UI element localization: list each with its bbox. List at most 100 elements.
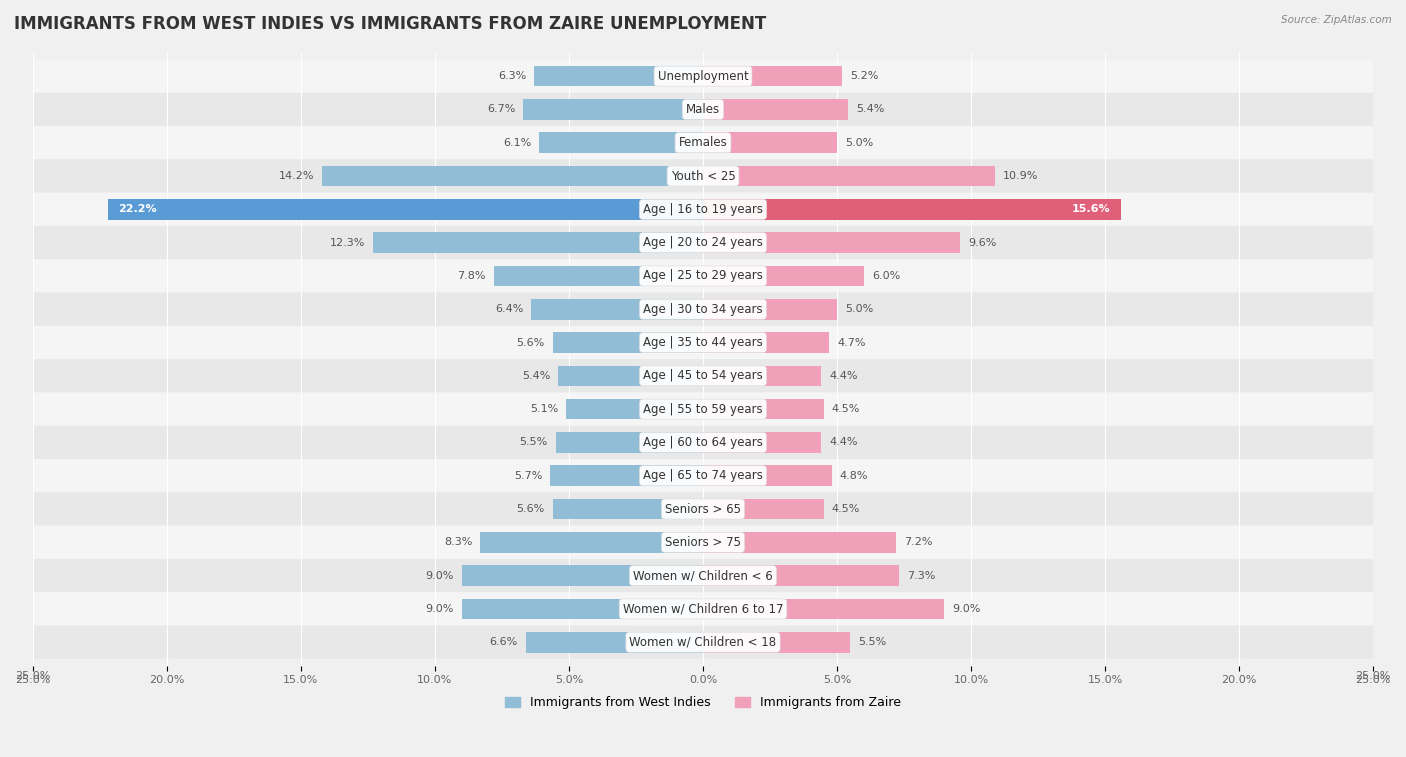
FancyBboxPatch shape [32,359,1374,392]
FancyBboxPatch shape [32,293,1374,326]
Text: 7.3%: 7.3% [907,571,935,581]
FancyBboxPatch shape [32,559,1374,592]
Text: 6.6%: 6.6% [489,637,517,647]
FancyBboxPatch shape [32,525,1374,559]
Text: 25.0%: 25.0% [1355,671,1391,681]
Bar [703,232,960,253]
Text: 5.5%: 5.5% [519,438,547,447]
Text: 4.4%: 4.4% [830,438,858,447]
Text: 6.4%: 6.4% [495,304,523,314]
Text: 5.5%: 5.5% [859,637,887,647]
Bar [373,232,703,253]
Bar [703,599,945,619]
Text: 8.3%: 8.3% [444,537,472,547]
Text: Unemployment: Unemployment [658,70,748,83]
Text: Age | 25 to 29 years: Age | 25 to 29 years [643,269,763,282]
Text: 5.1%: 5.1% [530,404,558,414]
Bar [703,299,837,319]
Bar [558,366,703,386]
Text: 5.6%: 5.6% [516,504,544,514]
Text: 9.6%: 9.6% [969,238,997,248]
Bar [703,432,821,453]
Bar [703,332,830,353]
Text: 6.7%: 6.7% [486,104,516,114]
Text: Seniors > 65: Seniors > 65 [665,503,741,516]
Text: 5.2%: 5.2% [851,71,879,81]
FancyBboxPatch shape [32,226,1374,260]
Text: Age | 65 to 74 years: Age | 65 to 74 years [643,469,763,482]
Bar [540,132,703,153]
Bar [555,432,703,453]
FancyBboxPatch shape [32,60,1374,93]
Text: IMMIGRANTS FROM WEST INDIES VS IMMIGRANTS FROM ZAIRE UNEMPLOYMENT: IMMIGRANTS FROM WEST INDIES VS IMMIGRANT… [14,15,766,33]
Legend: Immigrants from West Indies, Immigrants from Zaire: Immigrants from West Indies, Immigrants … [499,691,907,715]
Bar [567,399,703,419]
FancyBboxPatch shape [32,326,1374,359]
Text: Youth < 25: Youth < 25 [671,170,735,182]
Text: Age | 60 to 64 years: Age | 60 to 64 years [643,436,763,449]
Text: Seniors > 75: Seniors > 75 [665,536,741,549]
Text: Age | 55 to 59 years: Age | 55 to 59 years [643,403,763,416]
FancyBboxPatch shape [32,260,1374,293]
FancyBboxPatch shape [32,425,1374,459]
Text: 5.4%: 5.4% [856,104,884,114]
Bar [703,366,821,386]
Text: 6.0%: 6.0% [872,271,900,281]
Bar [322,166,703,186]
Text: Males: Males [686,103,720,116]
Text: Age | 35 to 44 years: Age | 35 to 44 years [643,336,763,349]
Bar [703,66,842,86]
Text: 5.7%: 5.7% [513,471,543,481]
FancyBboxPatch shape [32,625,1374,659]
Text: Females: Females [679,136,727,149]
Text: Age | 16 to 19 years: Age | 16 to 19 years [643,203,763,216]
Text: 9.0%: 9.0% [425,571,454,581]
Bar [553,332,703,353]
Bar [534,66,703,86]
Text: 14.2%: 14.2% [278,171,314,181]
Text: 25.0%: 25.0% [15,671,51,681]
FancyBboxPatch shape [32,459,1374,492]
Text: 4.4%: 4.4% [830,371,858,381]
Bar [703,632,851,653]
Bar [703,399,824,419]
Text: 4.7%: 4.7% [837,338,866,347]
FancyBboxPatch shape [32,93,1374,126]
Bar [703,166,995,186]
Bar [703,132,837,153]
Bar [703,266,863,286]
Text: Source: ZipAtlas.com: Source: ZipAtlas.com [1281,15,1392,25]
Bar [703,532,896,553]
Bar [531,299,703,319]
Text: 4.8%: 4.8% [839,471,869,481]
Text: 22.2%: 22.2% [118,204,157,214]
Bar [703,499,824,519]
Bar [461,599,703,619]
Text: 10.9%: 10.9% [1004,171,1039,181]
Text: 5.4%: 5.4% [522,371,550,381]
Bar [703,565,898,586]
Text: 4.5%: 4.5% [832,404,860,414]
Text: Age | 20 to 24 years: Age | 20 to 24 years [643,236,763,249]
Text: 9.0%: 9.0% [425,604,454,614]
Text: 5.6%: 5.6% [516,338,544,347]
Bar [523,99,703,120]
Bar [108,199,703,220]
Bar [703,99,848,120]
Bar [526,632,703,653]
Bar [550,466,703,486]
FancyBboxPatch shape [32,160,1374,193]
Bar [553,499,703,519]
Text: Women w/ Children < 6: Women w/ Children < 6 [633,569,773,582]
Text: 5.0%: 5.0% [845,304,873,314]
Text: 15.6%: 15.6% [1071,204,1111,214]
Text: Age | 30 to 34 years: Age | 30 to 34 years [643,303,763,316]
Text: Women w/ Children 6 to 17: Women w/ Children 6 to 17 [623,603,783,615]
Text: 9.0%: 9.0% [952,604,981,614]
FancyBboxPatch shape [32,592,1374,625]
FancyBboxPatch shape [32,492,1374,525]
FancyBboxPatch shape [32,392,1374,425]
Text: Women w/ Children < 18: Women w/ Children < 18 [630,636,776,649]
Text: 7.2%: 7.2% [904,537,932,547]
Text: 5.0%: 5.0% [845,138,873,148]
